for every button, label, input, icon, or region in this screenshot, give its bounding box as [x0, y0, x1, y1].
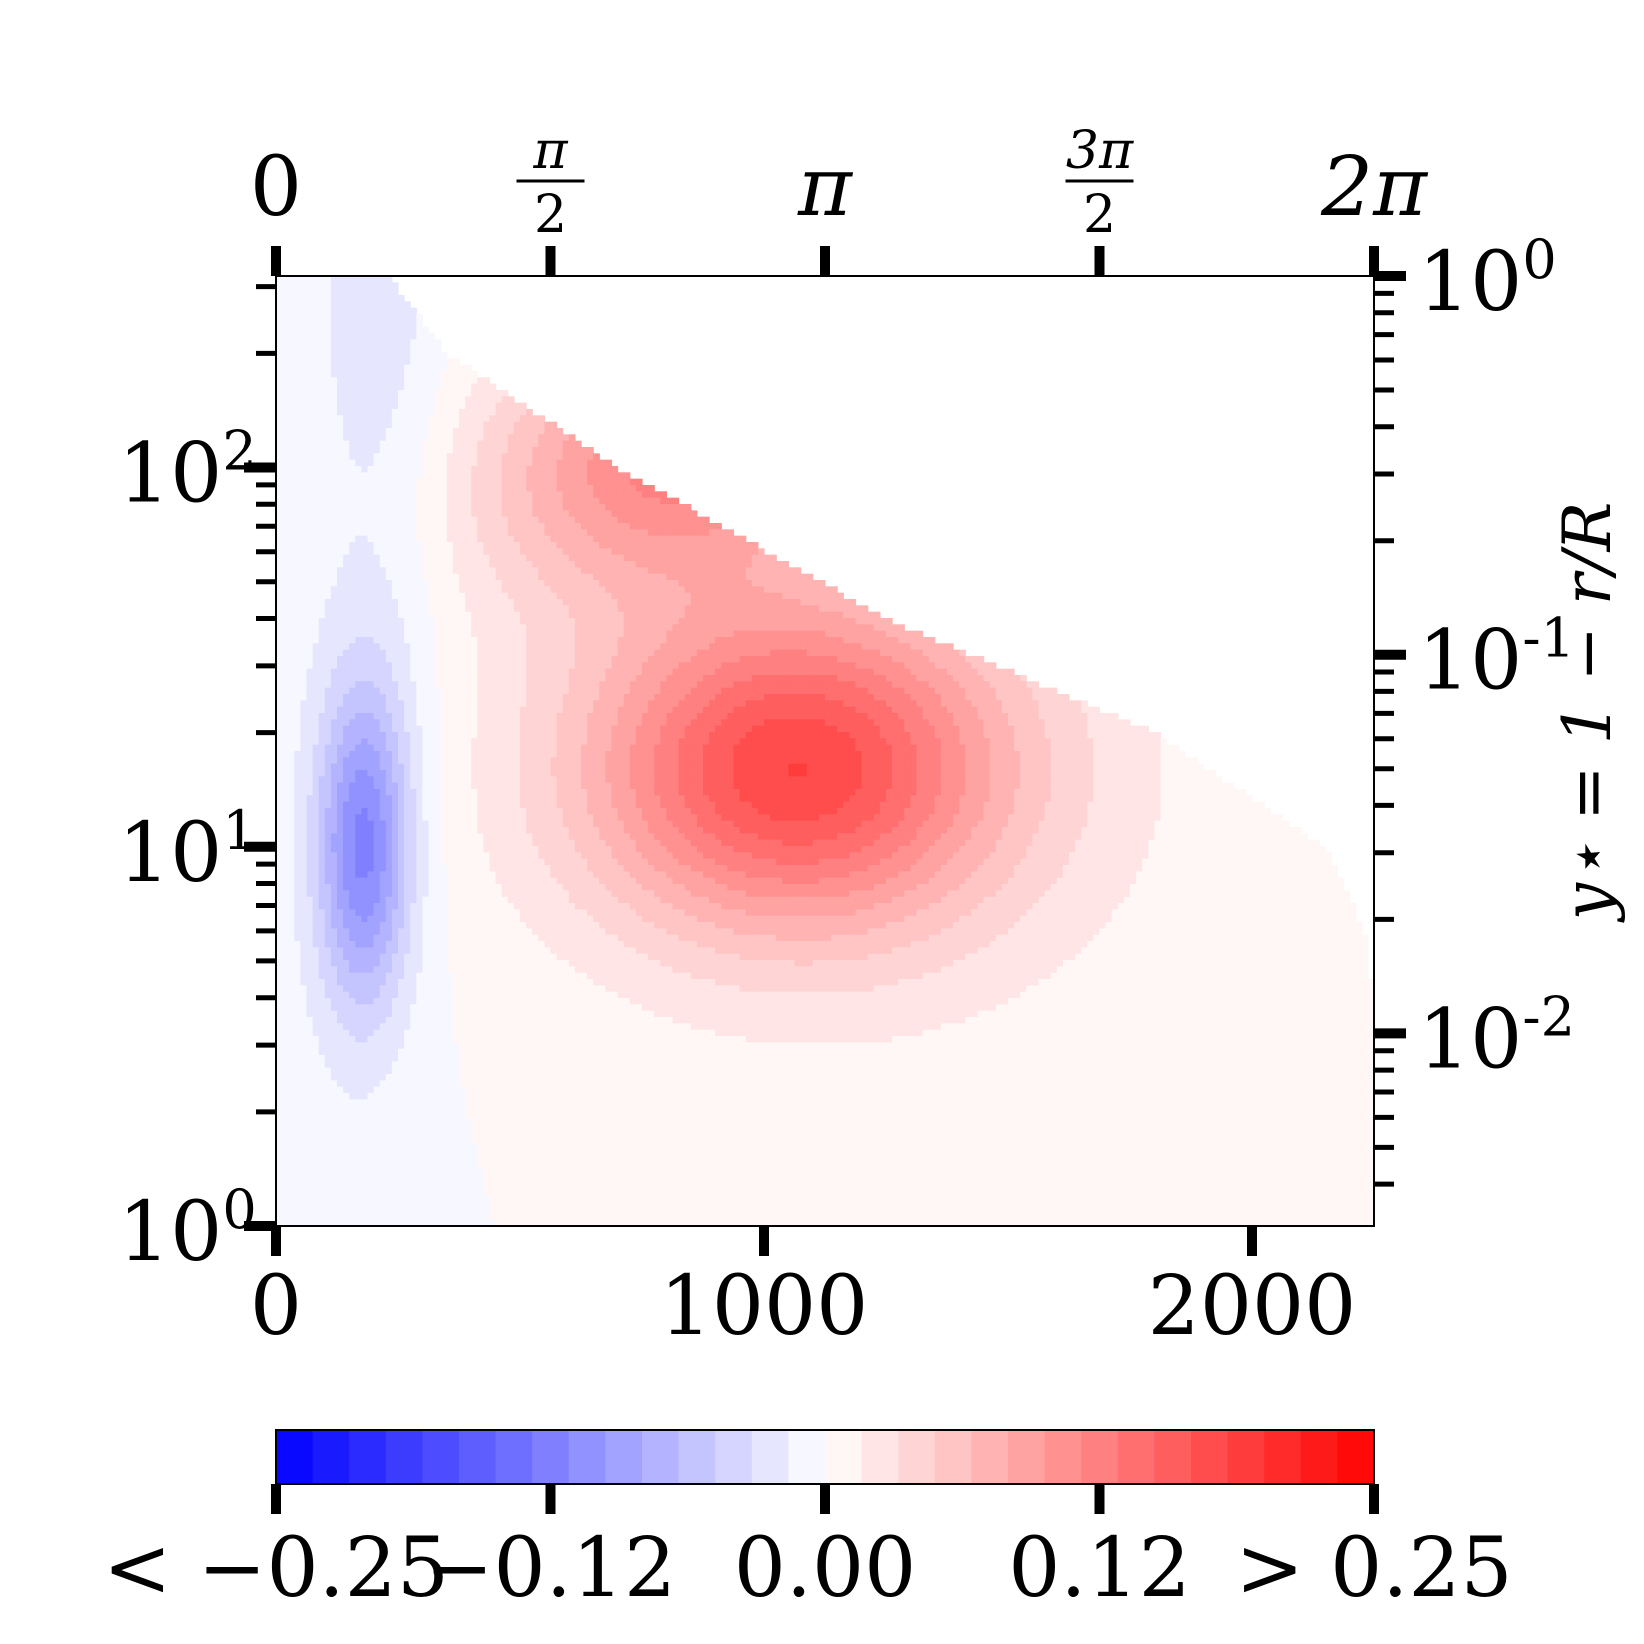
colorbar-segment-2	[349, 1430, 386, 1484]
colorbar-segment-27	[1264, 1430, 1301, 1484]
colorbar-segment-28	[1301, 1430, 1338, 1484]
top-tick-label-2: π	[797, 140, 854, 235]
colorbar-segment-10	[642, 1430, 679, 1484]
colorbar-segment-17	[898, 1430, 935, 1484]
left-axis: 100 101 102	[118, 287, 276, 1280]
top-tick-label-3-denominator: 2	[1083, 185, 1116, 245]
colorbar-segment-0	[276, 1430, 313, 1484]
right-axis-title: y⋆ = 1 − r/R	[1549, 502, 1626, 924]
right-tick-label-0: 100	[1418, 228, 1557, 330]
colorbar-segment-15	[825, 1430, 862, 1484]
top-axis: 0 π2 π 3π2 2π	[250, 121, 1429, 276]
colorbar-segment-3	[386, 1430, 423, 1484]
top-tick-label-0: 0	[250, 140, 302, 235]
colorbar-tick-label-2: 0.00	[734, 1521, 917, 1616]
colorbar-segment-7	[532, 1430, 569, 1484]
colorbar-segment-9	[605, 1430, 642, 1484]
colorbar-segment-20	[1008, 1430, 1045, 1484]
colorbar-segment-29	[1337, 1430, 1374, 1484]
colorbar-tick-label-4: > 0.25	[1235, 1521, 1512, 1616]
left-tick-label-2: 102	[118, 420, 257, 522]
colorbar: < −0.25−0.12 0.00 0.12 > 0.25	[103, 1430, 1513, 1616]
colorbar-segment-14	[788, 1430, 825, 1484]
colorbar-segment-13	[752, 1430, 789, 1484]
bottom-tick-label-0: 0	[250, 1259, 302, 1354]
colorbar-segment-22	[1081, 1430, 1118, 1484]
colorbar-segment-8	[569, 1430, 606, 1484]
top-tick-label-1-denominator: 2	[534, 185, 567, 245]
colorbar-segment-5	[459, 1430, 496, 1484]
colorbar-segment-12	[715, 1430, 752, 1484]
colorbar-tick-label-3: 0.12	[1008, 1521, 1191, 1616]
colorbar-segment-24	[1154, 1430, 1191, 1484]
colorbar-segment-6	[496, 1430, 533, 1484]
left-tick-label-1: 101	[118, 799, 257, 901]
right-tick-label-2: 10-2	[1418, 985, 1575, 1087]
colorbar-segment-18	[935, 1430, 972, 1484]
colorbar-segment-21	[1045, 1430, 1082, 1484]
bottom-tick-label-2: 2000	[1148, 1259, 1357, 1354]
bottom-tick-label-1: 1000	[660, 1259, 869, 1354]
bottom-axis: 0 1000 2000	[250, 1226, 1356, 1354]
colorbar-segment-19	[971, 1430, 1008, 1484]
colorbar-segment-23	[1118, 1430, 1155, 1484]
left-tick-label-0: 100	[118, 1178, 257, 1280]
contour-field	[276, 276, 1375, 1227]
top-tick-label-3-numerator: 3π	[1066, 121, 1134, 181]
colorbar-segment-25	[1191, 1430, 1228, 1484]
colorbar-segment-4	[422, 1430, 459, 1484]
colorbar-segment-1	[313, 1430, 350, 1484]
top-tick-label-1-numerator: π	[532, 121, 568, 181]
top-tick-label-4: 2π	[1320, 140, 1429, 235]
colorbar-segment-26	[1228, 1430, 1265, 1484]
colorbar-segment-11	[679, 1430, 716, 1484]
colorbar-tick-label-0: < −0.25	[103, 1521, 449, 1616]
colorbar-tick-label-1: −0.12	[425, 1521, 676, 1616]
colorbar-segment-16	[862, 1430, 899, 1484]
